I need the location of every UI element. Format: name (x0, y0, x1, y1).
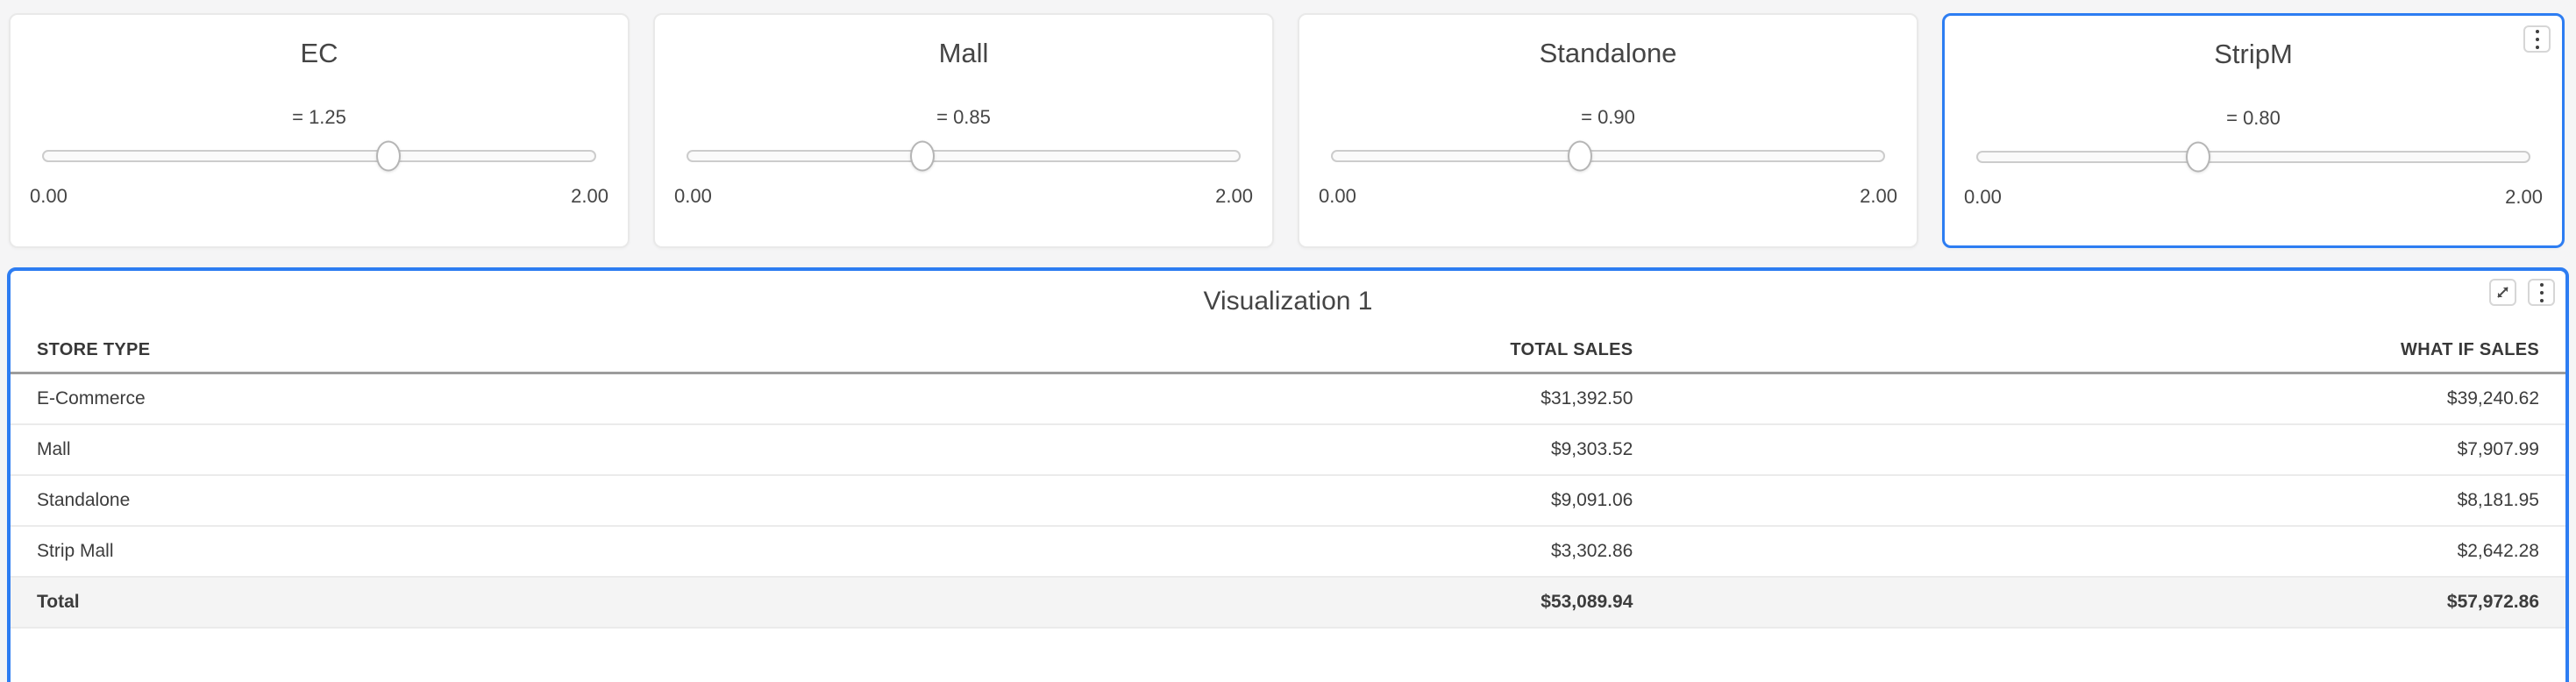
slider-track[interactable] (1331, 149, 1885, 162)
slider-handle[interactable] (2185, 141, 2210, 173)
cell-what_if_sales: $2,642.28 (1633, 526, 2565, 578)
slider-widget-title: Mall (938, 38, 989, 68)
slider-value-label: = 1.25 (292, 105, 346, 128)
slider (42, 139, 596, 173)
slider-range-labels: 0.00 2.00 (1319, 185, 1897, 208)
slider-max-label: 2.00 (1215, 184, 1253, 207)
slider-handle[interactable] (1568, 140, 1593, 172)
table-row: Mall $9,303.52 $7,907.99 (11, 424, 2565, 476)
column-header[interactable]: STORE TYPE (11, 328, 1033, 374)
slider-track[interactable] (42, 149, 596, 162)
slider-max-label: 2.00 (1860, 184, 1897, 207)
total-cell-store_type: Total (11, 577, 1033, 629)
cell-store_type: Strip Mall (11, 526, 1033, 578)
slider-max-label: 2.00 (571, 184, 608, 207)
slider-widget-card-stripm: StripM = 0.80 0.00 2.00 (1942, 13, 2565, 248)
slider-range-labels: 0.00 2.00 (30, 185, 608, 208)
column-header[interactable]: WHAT IF SALES (1633, 328, 2565, 374)
visualization-panel: Visualization 1 STORE TYPE TOTAL SALES WHA… (7, 267, 2569, 682)
slider-min-label: 0.00 (674, 184, 712, 207)
cell-total_sales: $31,392.50 (1032, 373, 1633, 425)
total-cell-total_sales: $53,089.94 (1032, 577, 1633, 629)
slider (1331, 139, 1885, 173)
pivot-table-body: E-Commerce $31,392.50 $39,240.62 Mall $9,303… (11, 373, 2565, 629)
column-header[interactable]: TOTAL SALES (1032, 328, 1633, 374)
slider-range-labels: 0.00 2.00 (674, 185, 1253, 208)
kebab-dots (2535, 29, 2539, 49)
cell-what_if_sales: $39,240.62 (1633, 373, 2565, 425)
cell-total_sales: $9,303.52 (1032, 424, 1633, 476)
expand-arrows (2497, 287, 2508, 298)
visualization-title: Visualization 1 (1203, 287, 1373, 316)
slider-range-labels: 0.00 2.00 (1964, 186, 2543, 209)
total-cell-what_if_sales: $57,972.86 (1633, 577, 2565, 629)
slider-value-label: = 0.90 (1581, 105, 1635, 128)
slider-min-label: 0.00 (1319, 184, 1356, 207)
visualization-toolbar (2489, 279, 2555, 306)
kebab-menu-icon[interactable] (2528, 279, 2555, 306)
total-row: Total $53,089.94 $57,972.86 (11, 577, 2565, 629)
cell-store_type: Mall (11, 424, 1033, 476)
slider-max-label: 2.00 (2505, 185, 2543, 208)
header-row: STORE TYPE TOTAL SALES WHAT IF SALES (11, 328, 2565, 374)
slider-min-label: 0.00 (1964, 185, 2002, 208)
expand-icon[interactable] (2489, 279, 2516, 306)
kebab-dots (2539, 282, 2544, 302)
cell-total_sales: $3,302.86 (1032, 526, 1633, 578)
slider (1976, 140, 2530, 174)
cell-what_if_sales: $8,181.95 (1633, 475, 2565, 527)
slider-widget-card-mall: Mall = 0.85 0.00 2.00 (653, 13, 1274, 248)
slider-widget-card-standalone: Standalone = 0.90 0.00 2.00 (1298, 13, 1918, 248)
cell-store_type: Standalone (11, 475, 1033, 527)
slider-widget-title: Standalone (1539, 38, 1677, 68)
slider-widget-title: EC (300, 38, 338, 68)
table-row: Strip Mall $3,302.86 $2,642.28 (11, 526, 2565, 578)
table-row: Standalone $9,091.06 $8,181.95 (11, 475, 2565, 527)
slider-value-label: = 0.85 (936, 105, 991, 128)
pivot-table-head: STORE TYPE TOTAL SALES WHAT IF SALES (11, 328, 2565, 374)
cell-what_if_sales: $7,907.99 (1633, 424, 2565, 476)
slider-widget-title: StripM (2214, 39, 2293, 69)
slider-track[interactable] (687, 149, 1241, 162)
slider-track[interactable] (1976, 150, 2530, 163)
cell-total_sales: $9,091.06 (1032, 475, 1633, 527)
slider-min-label: 0.00 (30, 184, 68, 207)
slider-widgets-row: EC = 1.25 0.00 2.00 Mall = 0.85 0.00 2.0… (0, 0, 2576, 248)
slider-handle[interactable] (376, 140, 401, 172)
slider (687, 139, 1241, 173)
pivot-table: STORE TYPE TOTAL SALES WHAT IF SALES E-Com… (11, 328, 2565, 629)
table-row: E-Commerce $31,392.50 $39,240.62 (11, 373, 2565, 425)
slider-widget-card-ec: EC = 1.25 0.00 2.00 (9, 13, 630, 248)
slider-handle[interactable] (909, 140, 935, 172)
slider-value-label: = 0.80 (2226, 106, 2281, 129)
kebab-menu-icon[interactable] (2523, 25, 2551, 53)
cell-store_type: E-Commerce (11, 373, 1033, 425)
